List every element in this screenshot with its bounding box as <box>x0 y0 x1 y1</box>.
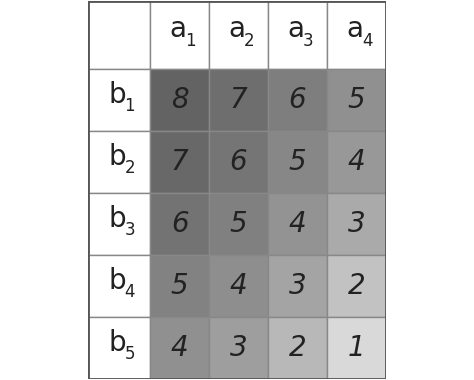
Text: 4: 4 <box>289 210 306 238</box>
Bar <box>327 317 386 379</box>
Text: a: a <box>228 14 245 43</box>
Text: 6: 6 <box>171 210 188 238</box>
Bar <box>268 193 327 255</box>
Text: 5: 5 <box>124 345 135 364</box>
Text: b: b <box>109 205 126 233</box>
Text: 2: 2 <box>124 159 135 177</box>
Bar <box>268 317 327 379</box>
Text: 8: 8 <box>171 86 188 114</box>
Bar <box>209 317 268 379</box>
Bar <box>327 69 386 131</box>
Text: b: b <box>109 81 126 109</box>
Text: a: a <box>169 14 186 43</box>
Bar <box>268 69 327 131</box>
Bar <box>268 131 327 193</box>
Text: 4: 4 <box>362 32 372 50</box>
Text: 5: 5 <box>347 86 365 114</box>
Bar <box>88 1 150 69</box>
Text: 3: 3 <box>289 272 306 300</box>
Bar <box>150 193 209 255</box>
Bar <box>150 255 209 317</box>
Text: 7: 7 <box>171 148 188 176</box>
Bar <box>209 193 268 255</box>
Bar <box>88 69 150 131</box>
Text: 3: 3 <box>303 32 313 50</box>
Text: 3: 3 <box>124 221 135 239</box>
Bar <box>209 255 268 317</box>
Bar <box>88 131 150 193</box>
Bar <box>150 317 209 379</box>
Text: 6: 6 <box>289 86 306 114</box>
Text: b: b <box>109 329 126 357</box>
Text: 3: 3 <box>230 334 247 362</box>
Bar <box>327 131 386 193</box>
Bar <box>268 255 327 317</box>
Text: b: b <box>109 143 126 171</box>
Text: 1: 1 <box>185 32 195 50</box>
Text: 7: 7 <box>230 86 247 114</box>
Text: 2: 2 <box>244 32 255 50</box>
Bar <box>150 131 209 193</box>
Text: 5: 5 <box>171 272 188 300</box>
Text: 4: 4 <box>347 148 365 176</box>
Bar <box>88 317 150 379</box>
Text: 2: 2 <box>347 272 365 300</box>
Bar <box>209 1 268 69</box>
Text: 4: 4 <box>124 283 135 301</box>
Bar <box>327 193 386 255</box>
Text: 1: 1 <box>124 97 135 115</box>
Bar <box>88 193 150 255</box>
Bar <box>327 255 386 317</box>
Bar <box>327 1 386 69</box>
Bar <box>150 69 209 131</box>
Text: a: a <box>346 14 363 43</box>
Text: 4: 4 <box>230 272 247 300</box>
Bar <box>209 131 268 193</box>
Text: 2: 2 <box>289 334 306 362</box>
Text: 5: 5 <box>289 148 306 176</box>
Text: 6: 6 <box>230 148 247 176</box>
Bar <box>150 1 209 69</box>
Text: 1: 1 <box>347 334 365 362</box>
Bar <box>268 1 327 69</box>
Text: b: b <box>109 267 126 295</box>
Bar <box>88 255 150 317</box>
Text: 3: 3 <box>347 210 365 238</box>
Text: 4: 4 <box>171 334 188 362</box>
Text: 5: 5 <box>230 210 247 238</box>
Text: a: a <box>287 14 304 43</box>
Bar <box>209 69 268 131</box>
